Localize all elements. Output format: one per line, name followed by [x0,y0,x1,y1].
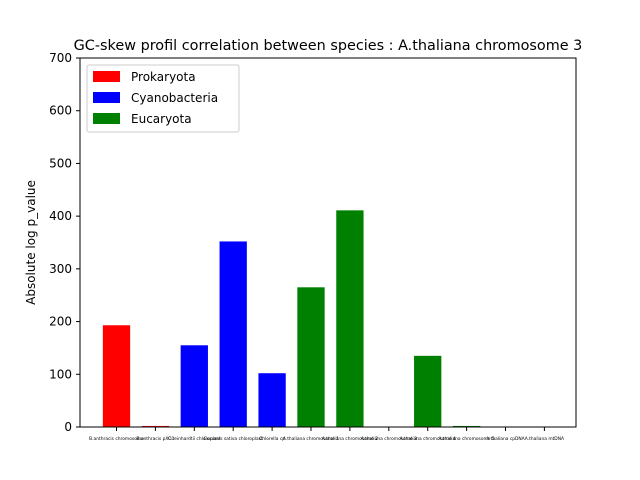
bar-1 [141,425,170,427]
bar-0 [102,325,131,427]
legend-label-0: Prokaryota [131,70,196,84]
x-tick-label-6: A.thaliana chromosome 2 [322,436,378,442]
x-tick-label-1: B.anthracis pXO1 [136,436,174,442]
x-tick-label-8: A.thaliana chromosome 4 [400,436,456,442]
y-tick-label-3: 300 [49,262,72,276]
legend-label-1: Cyanobacteria [131,91,218,105]
bar-9 [452,425,481,427]
bar-3 [219,241,247,427]
y-axis: 0 100 200 300 400 500 600 700 [49,51,80,434]
x-tick-label-0: B.anthracis chromosome [89,436,144,442]
legend-swatch-1 [93,92,120,103]
x-tick-label-11: A.thaliana mtDNA [525,436,564,442]
y-tick-label-4: 400 [49,209,72,223]
bar-5 [297,287,325,427]
bar-8 [414,355,442,427]
y-tick-label-7: 700 [49,51,72,65]
x-tick-label-5: A.thaliana chromosome 1 [283,436,339,442]
bar-4 [258,373,286,427]
x-tick-label-9: A.thaliana chromosome 5 [438,436,494,442]
plot-area [79,57,577,428]
y-tick-label-5: 500 [49,156,72,170]
y-tick-label-1: 100 [49,367,72,381]
legend-swatch-0 [93,71,120,82]
y-axis-label: Absolute log p_value [24,180,38,305]
legend-box [86,64,240,133]
bar-2 [180,345,208,427]
chart-title: GC-skew profil correlation between speci… [74,38,583,54]
x-tick-label-7: A.thaliana chromosome 3 [361,436,417,442]
y-tick-label-0: 0 [64,420,72,434]
legend-swatch-2 [93,113,120,124]
legend: Prokaryota Cyanobacteria Eucaryota [86,64,240,133]
bars-group [102,210,481,427]
y-tick-label-2: 200 [49,315,72,329]
x-tick-label-3: Cucumis sativa chloroplast [204,436,263,442]
x-tick-label-4: Chlorella cp [259,436,285,442]
y-tick-label-6: 600 [49,104,72,118]
x-tick-label-2: C.reinhardtii chloroplast [168,436,221,442]
legend-label-2: Eucaryota [131,112,192,126]
bar-6 [336,210,364,427]
x-tick-label-10: A.thaliana cpDNA [486,436,524,442]
